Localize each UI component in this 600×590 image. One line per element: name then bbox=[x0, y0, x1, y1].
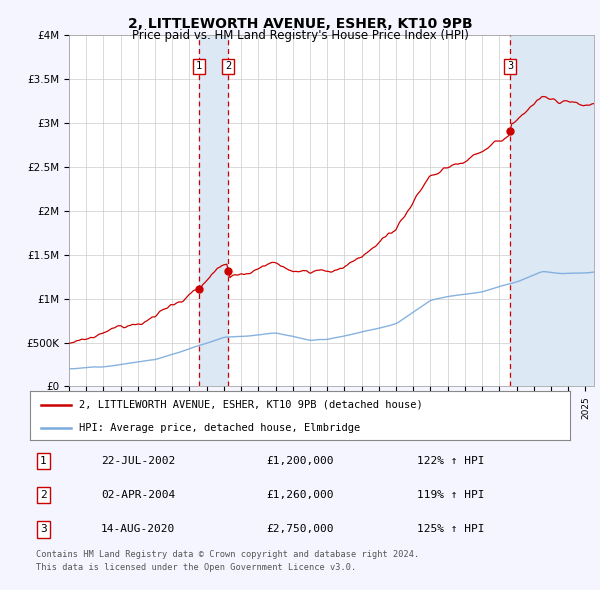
Text: This data is licensed under the Open Government Licence v3.0.: This data is licensed under the Open Gov… bbox=[36, 563, 356, 572]
Text: 2, LITTLEWORTH AVENUE, ESHER, KT10 9PB (detached house): 2, LITTLEWORTH AVENUE, ESHER, KT10 9PB (… bbox=[79, 399, 422, 409]
Bar bbox=[510, 35, 594, 386]
Text: 1: 1 bbox=[40, 456, 47, 466]
Text: 2: 2 bbox=[40, 490, 47, 500]
Text: 119% ↑ HPI: 119% ↑ HPI bbox=[418, 490, 485, 500]
Text: 3: 3 bbox=[507, 61, 513, 71]
Text: HPI: Average price, detached house, Elmbridge: HPI: Average price, detached house, Elmb… bbox=[79, 423, 360, 433]
Text: 2, LITTLEWORTH AVENUE, ESHER, KT10 9PB: 2, LITTLEWORTH AVENUE, ESHER, KT10 9PB bbox=[128, 17, 472, 31]
Text: 3: 3 bbox=[40, 525, 47, 534]
Text: Price paid vs. HM Land Registry's House Price Index (HPI): Price paid vs. HM Land Registry's House … bbox=[131, 30, 469, 42]
Text: 02-APR-2004: 02-APR-2004 bbox=[101, 490, 175, 500]
Text: 22-JUL-2002: 22-JUL-2002 bbox=[101, 456, 175, 466]
Bar bbox=[199, 35, 228, 386]
Text: 1: 1 bbox=[196, 61, 202, 71]
Text: Contains HM Land Registry data © Crown copyright and database right 2024.: Contains HM Land Registry data © Crown c… bbox=[36, 550, 419, 559]
Text: £1,200,000: £1,200,000 bbox=[266, 456, 334, 466]
Text: 2: 2 bbox=[225, 61, 232, 71]
Text: £1,260,000: £1,260,000 bbox=[266, 490, 334, 500]
Text: 125% ↑ HPI: 125% ↑ HPI bbox=[418, 525, 485, 534]
Text: 14-AUG-2020: 14-AUG-2020 bbox=[101, 525, 175, 534]
Text: £2,750,000: £2,750,000 bbox=[266, 525, 334, 534]
Text: 122% ↑ HPI: 122% ↑ HPI bbox=[418, 456, 485, 466]
